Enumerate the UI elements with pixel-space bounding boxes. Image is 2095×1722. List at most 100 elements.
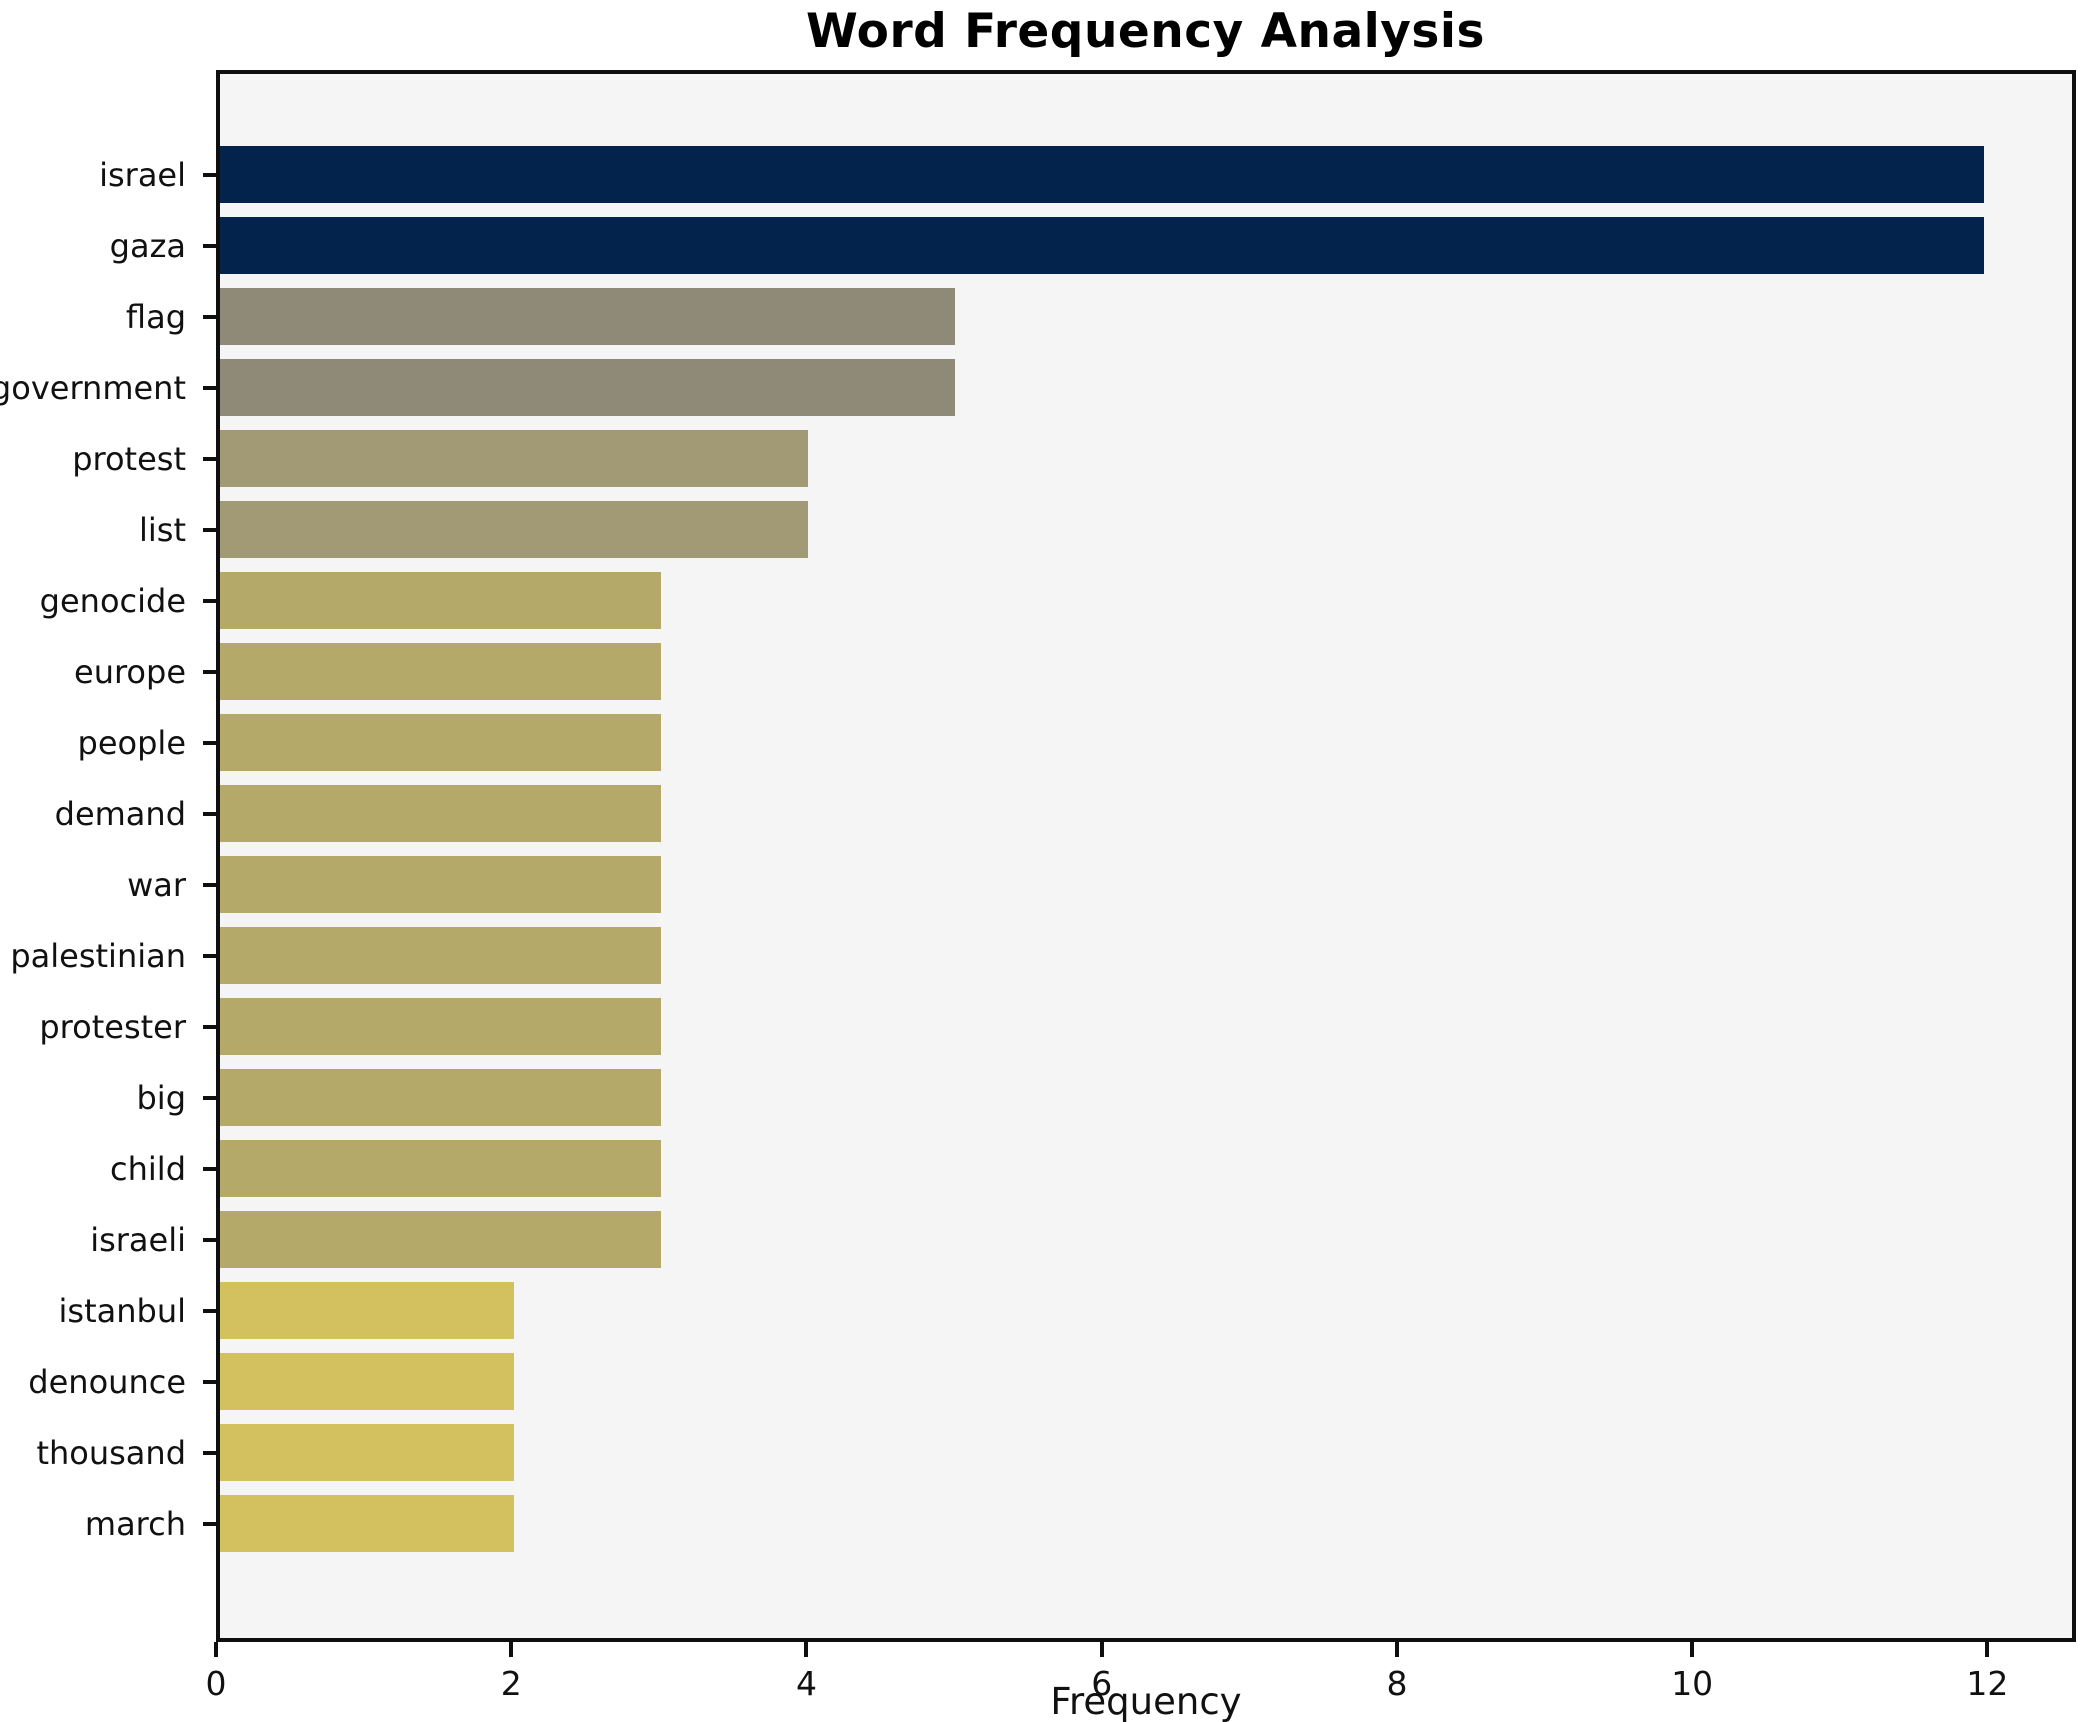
y-tick — [203, 314, 216, 319]
bar — [220, 1140, 661, 1197]
bar — [220, 1211, 661, 1268]
y-tick — [203, 1024, 216, 1029]
bar-row: flag — [126, 288, 2072, 345]
bar-row: people — [78, 714, 2072, 771]
y-axis-label: protest — [72, 439, 186, 478]
x-tick-label: 10 — [1671, 1664, 1714, 1703]
bar-row: istanbul — [59, 1282, 2072, 1339]
bar-row: march — [85, 1495, 2072, 1552]
y-axis-label: child — [110, 1149, 186, 1188]
x-axis-title: Frequency — [1050, 1680, 1242, 1722]
bar — [220, 1282, 514, 1339]
bar — [220, 217, 1984, 274]
y-tick — [203, 243, 216, 248]
bar-row: europe — [74, 643, 2072, 700]
y-axis-label: flag — [125, 297, 186, 336]
y-tick — [203, 1450, 216, 1455]
bar — [220, 501, 808, 558]
y-tick — [203, 456, 216, 461]
x-tick-label: 8 — [1386, 1664, 1408, 1703]
y-axis-label: israeli — [90, 1220, 186, 1259]
y-axis-label: denounce — [28, 1362, 186, 1401]
y-axis-label: protester — [39, 1007, 186, 1046]
y-axis-label: people — [77, 723, 186, 762]
bar-row: demand — [55, 785, 2072, 842]
bar — [220, 714, 661, 771]
bar — [220, 359, 955, 416]
bar — [220, 1353, 514, 1410]
y-tick — [203, 882, 216, 887]
y-axis-label: list — [139, 510, 186, 549]
bar-row: protest — [72, 430, 2072, 487]
y-tick — [203, 1308, 216, 1313]
y-axis-label: big — [136, 1078, 186, 1117]
y-tick — [203, 1521, 216, 1526]
bars: israel gaza flag government protest list genoc… — [0, 74, 2072, 1638]
x-tick-label: 12 — [1966, 1664, 2009, 1703]
y-axis-label: genocide — [39, 581, 186, 620]
bar — [220, 288, 955, 345]
bar-row: gaza — [110, 217, 2072, 274]
bar-row: israel — [99, 146, 2072, 203]
y-axis-label: thousand — [36, 1433, 186, 1472]
bar — [220, 572, 661, 629]
bar — [220, 430, 808, 487]
x-tick-label: 0 — [205, 1664, 227, 1703]
y-axis-label: demand — [54, 794, 186, 833]
y-axis-label: europe — [74, 652, 186, 691]
y-axis-label: palestinian — [10, 936, 186, 975]
x-axis: 0 2 4 6 8 10 12 — [206, 1642, 2076, 1722]
y-tick — [203, 1379, 216, 1384]
y-tick — [203, 527, 216, 532]
y-tick — [203, 740, 216, 745]
bar — [220, 1424, 514, 1481]
y-tick — [203, 1237, 216, 1242]
bar-row: palestinian — [10, 927, 2072, 984]
y-tick — [203, 1166, 216, 1171]
chart-title: Word Frequency Analysis — [806, 4, 1485, 59]
bar-row: denounce — [28, 1353, 2072, 1410]
y-tick — [203, 669, 216, 674]
bar — [220, 1495, 514, 1552]
bar-row: thousand — [36, 1424, 2072, 1481]
bar — [220, 643, 661, 700]
y-tick — [203, 953, 216, 958]
x-tick — [1099, 1642, 1104, 1657]
y-tick — [203, 385, 216, 390]
bar-row: child — [110, 1140, 2072, 1197]
x-tick-label: 4 — [795, 1664, 817, 1703]
bar — [220, 785, 661, 842]
bar — [220, 146, 1984, 203]
x-tick — [214, 1642, 218, 1657]
y-axis-label: israel — [99, 155, 186, 194]
bar-row: government — [0, 359, 2072, 416]
x-tick — [509, 1642, 514, 1657]
y-axis-label: gaza — [109, 226, 186, 265]
x-tick-label: 6 — [1091, 1664, 1113, 1703]
bar-row: war — [127, 856, 2072, 913]
bar-row: israeli — [90, 1211, 2072, 1268]
bar-row: genocide — [40, 572, 2072, 629]
x-tick — [804, 1642, 809, 1657]
x-tick — [1985, 1642, 1990, 1657]
bar — [220, 1069, 661, 1126]
y-axis-label: march — [84, 1504, 186, 1543]
bar-row: protester — [39, 998, 2072, 1055]
y-tick — [203, 1095, 216, 1100]
x-tick — [1690, 1642, 1695, 1657]
y-axis-label: istanbul — [58, 1291, 186, 1330]
bar-row: big — [136, 1069, 2072, 1126]
bar-row: list — [139, 501, 2072, 558]
bar — [220, 998, 661, 1055]
bar — [220, 856, 661, 913]
y-tick — [203, 811, 216, 816]
y-axis-label: government — [0, 368, 186, 407]
x-tick-label: 2 — [500, 1664, 522, 1703]
plot-area: israel gaza flag government protest list genoc… — [0, 70, 2076, 1642]
y-axis-label: war — [127, 865, 186, 904]
bar — [220, 927, 661, 984]
y-tick — [203, 172, 216, 177]
x-tick — [1394, 1642, 1399, 1657]
y-tick — [203, 598, 216, 603]
